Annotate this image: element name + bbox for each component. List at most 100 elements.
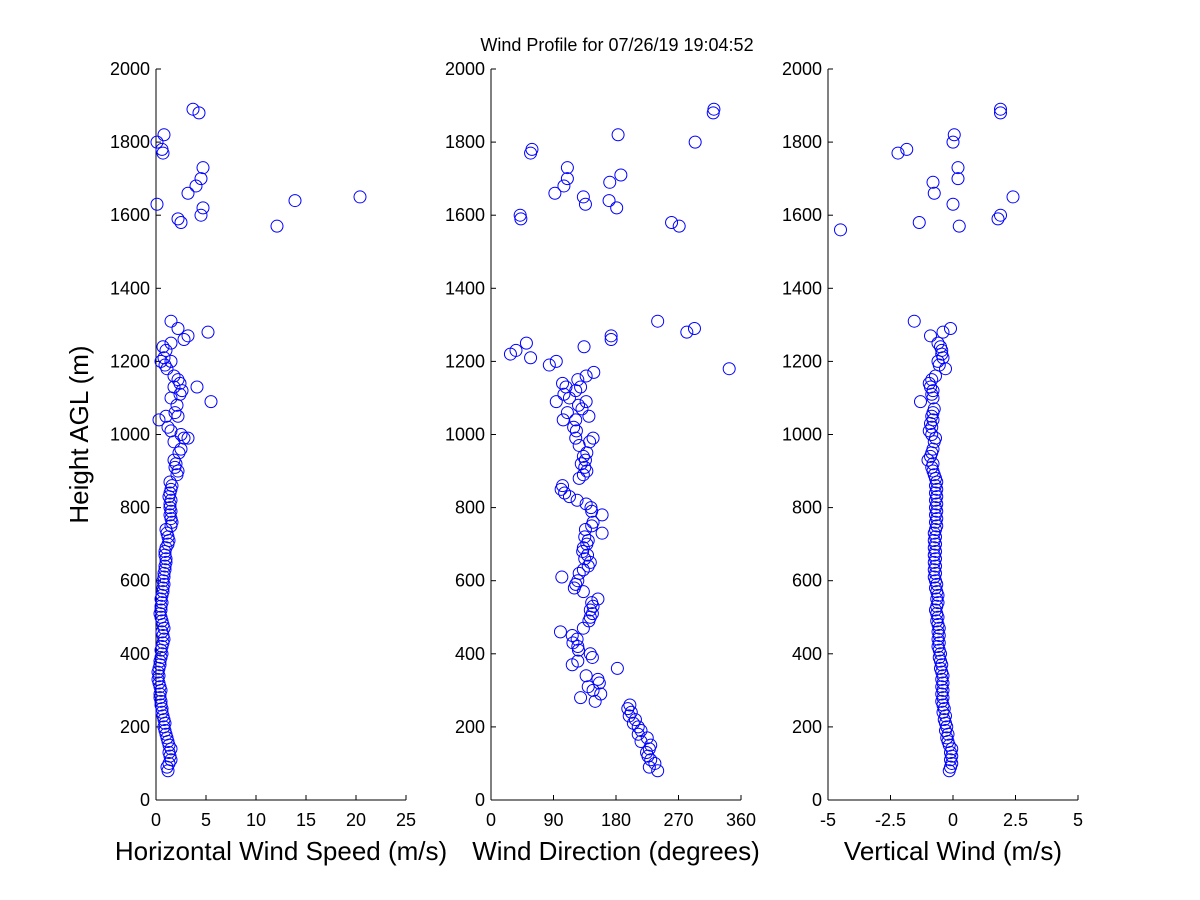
data-point bbox=[951, 172, 965, 186]
data-point bbox=[204, 395, 218, 409]
data-point bbox=[921, 453, 935, 467]
x-tick-label: 5 bbox=[1073, 810, 1083, 830]
data-point bbox=[164, 314, 178, 328]
data-point bbox=[648, 756, 662, 770]
y-tick-label: 400 bbox=[455, 644, 485, 664]
x-tick-label: 180 bbox=[601, 810, 631, 830]
data-point bbox=[579, 369, 593, 383]
data-point bbox=[603, 175, 617, 189]
data-point bbox=[934, 340, 947, 354]
x-tick-label: 15 bbox=[296, 810, 316, 830]
data-point bbox=[672, 219, 686, 233]
data-point bbox=[177, 332, 191, 346]
data-point bbox=[154, 354, 168, 368]
data-point bbox=[946, 197, 960, 211]
data-point bbox=[631, 720, 645, 734]
data-point bbox=[171, 373, 185, 387]
y-tick-label: 1800 bbox=[782, 132, 822, 152]
data-point bbox=[644, 738, 658, 752]
data-point bbox=[557, 179, 571, 193]
data-point bbox=[164, 336, 178, 350]
data-point bbox=[196, 201, 210, 215]
data-point bbox=[891, 146, 905, 160]
data-point bbox=[153, 658, 167, 672]
data-point bbox=[926, 384, 940, 398]
x-tick-label: 10 bbox=[246, 810, 266, 830]
data-point bbox=[722, 362, 736, 376]
data-point bbox=[576, 541, 590, 555]
data-point bbox=[162, 745, 176, 759]
y-tick-label: 2000 bbox=[782, 59, 822, 79]
y-tick-label: 200 bbox=[792, 717, 822, 737]
data-point bbox=[585, 596, 599, 610]
data-point bbox=[181, 186, 195, 200]
data-point bbox=[190, 380, 204, 394]
data-point bbox=[611, 128, 625, 142]
data-point bbox=[565, 629, 579, 643]
x-tick-label: 0 bbox=[948, 810, 958, 830]
data-point bbox=[157, 351, 171, 365]
series-points bbox=[834, 102, 1020, 778]
data-point bbox=[912, 216, 926, 230]
data-point bbox=[579, 395, 593, 409]
panel-vertical: 0 200 400 600 800 1000 1200 1400 1600 1800 2000 -5 -… bbox=[782, 59, 1083, 866]
data-point bbox=[163, 501, 177, 515]
x-tick-label: 2.5 bbox=[1003, 810, 1028, 830]
y-tick-label: 800 bbox=[792, 498, 822, 518]
data-point bbox=[640, 745, 654, 759]
data-point bbox=[509, 343, 523, 357]
data-point bbox=[159, 541, 173, 555]
data-point bbox=[572, 566, 586, 580]
data-point bbox=[177, 431, 191, 445]
data-point bbox=[559, 380, 573, 394]
data-point bbox=[571, 654, 585, 668]
data-point bbox=[614, 168, 628, 182]
data-point bbox=[604, 329, 618, 343]
data-point bbox=[622, 709, 636, 723]
data-point bbox=[610, 661, 624, 675]
data-point bbox=[634, 735, 648, 749]
data-point bbox=[924, 329, 937, 343]
y-tick-label: 800 bbox=[455, 498, 485, 518]
panel-speed: 0 200 400 600 800 1000 1200 1400 1600 1800 2000 0 5 1… bbox=[64, 59, 447, 866]
data-point bbox=[571, 639, 585, 653]
data-point bbox=[154, 603, 168, 617]
x-tick-label: -2.5 bbox=[875, 810, 906, 830]
data-point bbox=[680, 325, 694, 339]
data-point bbox=[158, 563, 172, 577]
y-tick-label: 1800 bbox=[445, 132, 485, 152]
y-tick-label: 1200 bbox=[782, 351, 822, 371]
data-point bbox=[288, 194, 302, 208]
data-point bbox=[623, 698, 637, 712]
data-point bbox=[153, 691, 167, 705]
data-point bbox=[925, 428, 939, 441]
data-point bbox=[931, 336, 945, 350]
data-point bbox=[585, 650, 599, 664]
data-point bbox=[164, 493, 178, 507]
y-tick-label: 2000 bbox=[445, 59, 485, 79]
data-point bbox=[569, 431, 583, 445]
data-point bbox=[586, 515, 600, 529]
data-point bbox=[525, 142, 539, 156]
data-point bbox=[172, 446, 186, 460]
data-point bbox=[944, 322, 957, 336]
data-point bbox=[907, 314, 921, 328]
data-point bbox=[914, 395, 927, 409]
y-tick-label: 1200 bbox=[110, 351, 150, 371]
data-point bbox=[994, 208, 1007, 222]
data-point bbox=[927, 186, 941, 200]
data-point bbox=[174, 428, 188, 441]
data-point bbox=[586, 431, 600, 445]
y-tick-label: 800 bbox=[120, 498, 150, 518]
y-tick-label: 1000 bbox=[445, 425, 485, 445]
data-point bbox=[952, 219, 966, 233]
data-point bbox=[994, 102, 1007, 116]
data-point bbox=[591, 672, 605, 686]
data-point bbox=[602, 194, 616, 208]
data-point bbox=[604, 332, 618, 346]
data-point bbox=[665, 216, 679, 230]
data-point bbox=[576, 468, 590, 482]
x-tick-label: 270 bbox=[663, 810, 693, 830]
